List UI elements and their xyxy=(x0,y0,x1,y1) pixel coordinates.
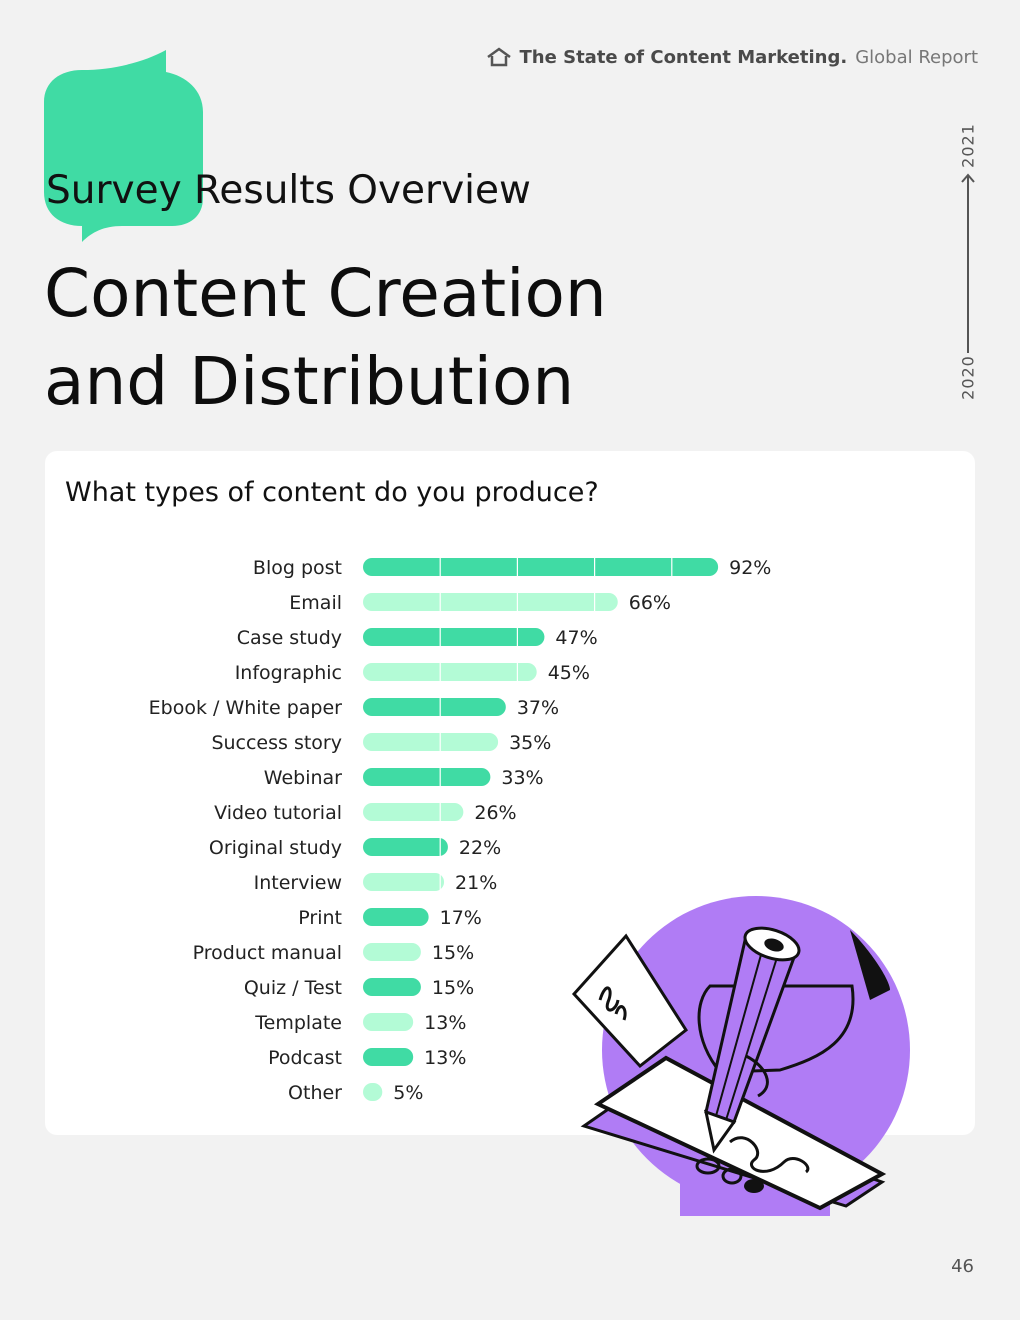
timeline-year-start: 2020 xyxy=(958,355,978,400)
bar xyxy=(363,593,618,611)
category-label: Podcast xyxy=(268,1047,342,1069)
value-label: 47% xyxy=(555,627,597,649)
value-label: 13% xyxy=(424,1012,466,1034)
bar xyxy=(363,768,491,786)
category-label: Print xyxy=(298,907,342,929)
category-label: Template xyxy=(254,1012,342,1034)
bar xyxy=(363,803,464,821)
report-header: The State of Content Marketing. Global R… xyxy=(486,46,978,68)
bar xyxy=(363,733,499,751)
category-label: Ebook / White paper xyxy=(149,697,343,719)
value-label: 22% xyxy=(459,837,501,859)
bar xyxy=(363,1013,414,1031)
value-label: 13% xyxy=(424,1047,466,1069)
page-title: Content Creation and Distribution xyxy=(44,250,607,426)
category-label: Webinar xyxy=(264,767,342,789)
category-label: Product manual xyxy=(193,942,342,964)
hand-drawing-illustration xyxy=(571,896,910,1216)
category-label: Other xyxy=(288,1082,342,1104)
chart-title: What types of content do you produce? xyxy=(65,477,599,508)
bar xyxy=(363,558,719,576)
speech-bubble-shape xyxy=(44,50,203,242)
value-label: 45% xyxy=(548,662,590,684)
value-label: 21% xyxy=(455,872,497,894)
category-label: Interview xyxy=(254,872,342,894)
bar xyxy=(363,908,429,926)
value-label: 37% xyxy=(517,697,559,719)
bar xyxy=(363,698,506,716)
arrow-up-icon xyxy=(961,173,975,353)
bar xyxy=(363,628,545,646)
bar xyxy=(363,873,445,891)
bar xyxy=(363,978,421,996)
value-label: 35% xyxy=(509,732,551,754)
category-label: Quiz / Test xyxy=(244,977,342,999)
page-title-line-1: Content Creation xyxy=(44,255,607,332)
value-label: 15% xyxy=(432,977,474,999)
category-label: Video tutorial xyxy=(214,802,342,824)
page-title-line-2: and Distribution xyxy=(44,343,575,420)
section-title: Survey Results Overview xyxy=(46,168,531,213)
report-brand: The State of Content Marketing. xyxy=(519,46,848,68)
value-label: 26% xyxy=(474,802,516,824)
category-label: Success story xyxy=(211,732,342,754)
bar xyxy=(363,838,448,856)
bar xyxy=(363,663,537,681)
value-label: 17% xyxy=(440,907,482,929)
bar xyxy=(363,1048,414,1066)
bar xyxy=(363,1083,383,1101)
bar-chart: Blog post 92% Email 66% Case study 47% Infogra… xyxy=(149,557,772,1104)
category-label: Case study xyxy=(237,627,342,649)
value-label: 66% xyxy=(629,592,671,614)
value-label: 33% xyxy=(501,767,543,789)
report-subtitle: Global Report xyxy=(855,46,978,68)
page-number: 46 xyxy=(951,1256,974,1277)
value-label: 92% xyxy=(729,557,771,579)
year-timeline: 2021 2020 xyxy=(948,118,988,408)
bar xyxy=(363,943,421,961)
value-label: 15% xyxy=(432,942,474,964)
category-label: Email xyxy=(289,592,342,614)
category-label: Original study xyxy=(209,837,342,859)
category-label: Blog post xyxy=(253,557,342,579)
value-label: 5% xyxy=(393,1082,423,1104)
home-icon[interactable] xyxy=(486,46,512,68)
category-label: Infographic xyxy=(235,662,342,684)
timeline-year-end: 2021 xyxy=(958,123,978,168)
